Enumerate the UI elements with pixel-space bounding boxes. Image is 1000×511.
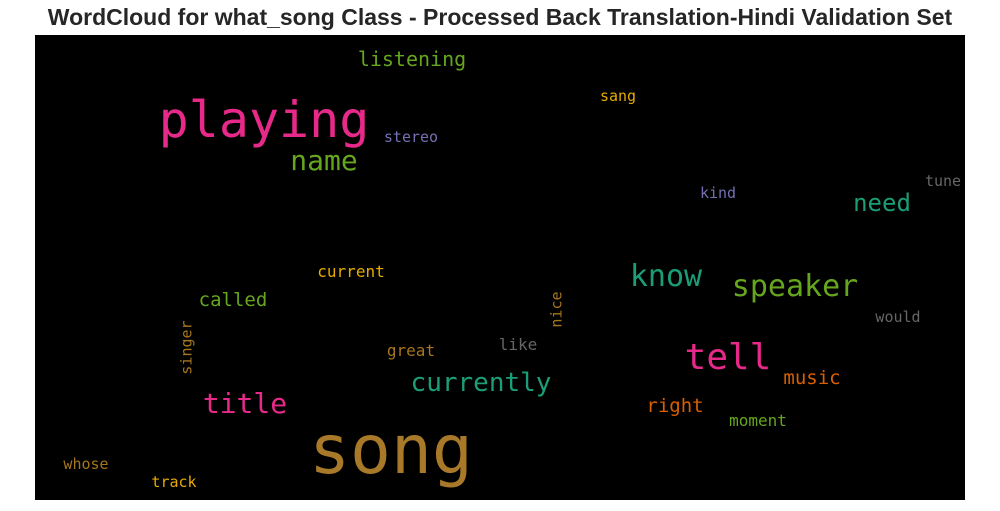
word-speaker: speaker <box>731 269 859 304</box>
word-stereo: stereo <box>383 127 439 146</box>
word-track: track <box>151 472 197 491</box>
word-moment: moment <box>729 411 787 430</box>
word-would: would <box>875 307 921 326</box>
word-title: title <box>202 387 288 420</box>
word-nice: nice <box>547 290 566 328</box>
word-current: current <box>317 262 385 281</box>
word-name: name <box>290 144 358 177</box>
word-like: like <box>498 335 538 354</box>
word-need: need <box>853 189 911 217</box>
word-know: know <box>629 259 703 294</box>
word-singer: singer <box>177 319 196 375</box>
word-music: music <box>783 366 841 389</box>
word-called: called <box>198 288 268 311</box>
word-playing: playing <box>158 91 370 149</box>
word-sang: sang <box>599 86 637 105</box>
word-tune: tune <box>924 171 962 190</box>
word-listening: listening <box>357 47 467 71</box>
word-currently: currently <box>410 368 552 398</box>
word-right: right <box>646 394 704 417</box>
word-tell: tell <box>684 337 772 378</box>
word-great: great <box>386 341 436 360</box>
word-cloud-canvas: song playing tell know speaker name title curre… <box>35 35 965 500</box>
word-whose: whose <box>63 454 109 473</box>
word-kind: kind <box>699 183 737 202</box>
word-song: song <box>309 411 473 490</box>
chart-title: WordCloud for what_song Class - Processe… <box>47 4 953 30</box>
